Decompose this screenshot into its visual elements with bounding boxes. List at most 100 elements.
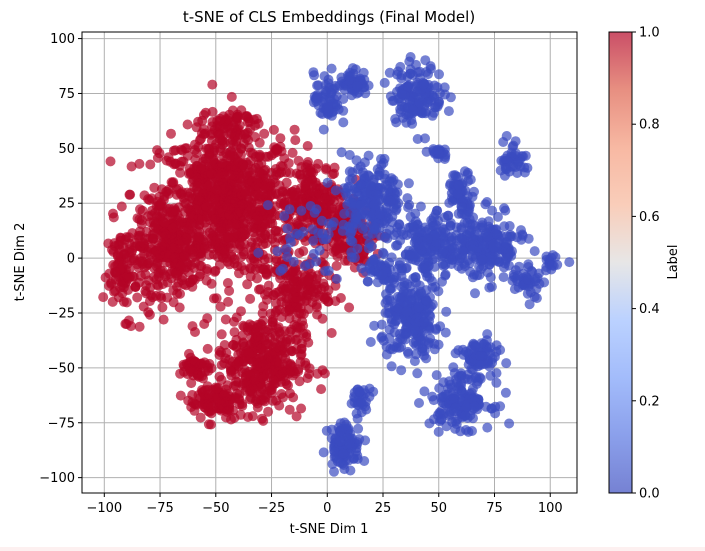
scatter-point — [316, 215, 327, 226]
scatter-point — [395, 61, 406, 72]
scatter-point — [467, 219, 478, 230]
scatter-point — [288, 256, 299, 267]
scatter-point — [433, 339, 444, 350]
scatter-point — [239, 322, 250, 332]
scatter-point — [166, 128, 176, 139]
scatter-point — [351, 155, 362, 166]
scatter-point — [186, 217, 197, 228]
scatter-point — [188, 246, 199, 257]
scatter-point — [325, 88, 336, 99]
scatter-point — [412, 134, 423, 144]
scatter-point — [429, 92, 440, 103]
scatter-point — [295, 169, 306, 180]
x-tick-label: 75 — [486, 501, 503, 516]
scatter-point — [470, 288, 480, 299]
scatter-point — [148, 234, 159, 245]
scatter-point — [470, 341, 481, 351]
scatter-point — [250, 162, 261, 173]
scatter-point — [321, 163, 332, 174]
scatter-point — [156, 241, 167, 252]
scatter-point — [135, 204, 145, 215]
scatter-point — [228, 231, 239, 242]
scatter-point — [294, 376, 305, 387]
scatter-point — [323, 78, 334, 89]
scatter-point — [185, 206, 196, 216]
scatter-point — [304, 369, 315, 380]
scatter-point — [467, 244, 478, 255]
scatter-point — [233, 156, 244, 167]
scatter-point — [345, 208, 356, 218]
y-tick-label: 0 — [67, 252, 75, 267]
scatter-point — [218, 244, 229, 255]
scatter-point — [482, 358, 493, 369]
scatter-point — [498, 272, 509, 283]
scatter-point — [277, 263, 288, 274]
scatter-point — [233, 393, 244, 404]
scatter-point — [418, 79, 429, 90]
scatter-point — [186, 167, 197, 178]
scatter-point — [378, 249, 389, 259]
scatter-point — [139, 248, 150, 259]
scatter-point — [385, 344, 396, 354]
y-axis-label: t-SNE Dim 2 — [13, 223, 28, 302]
scatter-point — [259, 128, 270, 139]
scatter-point — [334, 426, 345, 437]
scatter-point — [275, 161, 286, 171]
scatter-point — [564, 257, 575, 268]
scatter-point — [130, 281, 141, 292]
scatter-point — [395, 107, 406, 118]
scatter-point — [389, 327, 400, 338]
scatter-point — [355, 200, 366, 211]
scatter-point — [410, 325, 421, 336]
scatter-point — [258, 239, 269, 250]
scatter-point — [220, 314, 231, 325]
scatter-point — [126, 321, 136, 332]
scatter-point — [453, 180, 464, 191]
scatter-point — [199, 243, 210, 254]
scatter-point — [363, 150, 374, 161]
scatter-point — [500, 205, 511, 216]
scatter-point — [217, 158, 227, 169]
scatter-point — [455, 253, 465, 264]
scatter-point — [296, 344, 307, 354]
scatter-point — [330, 185, 341, 196]
scatter-point — [167, 222, 178, 233]
scatter-point — [279, 153, 290, 164]
scatter-point — [293, 364, 304, 375]
scatter-point — [284, 284, 295, 294]
scatter-point — [222, 278, 233, 288]
scatter-point — [245, 293, 256, 304]
scatter-point — [368, 386, 379, 397]
scatter-point — [519, 167, 530, 178]
x-tick-label: −25 — [258, 501, 285, 516]
y-tick-label: −50 — [48, 361, 75, 376]
scatter-point — [229, 170, 240, 181]
scatter-point — [510, 265, 521, 276]
scatter-point — [143, 194, 154, 205]
scatter-point — [289, 124, 300, 135]
scatter-point — [547, 260, 557, 271]
scatter-point — [205, 205, 216, 216]
scatter-point — [401, 306, 412, 317]
scatter-point — [450, 402, 461, 413]
scatter-point — [234, 268, 244, 279]
scatter-point — [267, 316, 278, 327]
scatter-point — [254, 182, 264, 193]
scatter-point — [162, 206, 173, 217]
scatter-point — [294, 230, 305, 241]
scatter-point — [201, 399, 212, 410]
scatter-point — [450, 170, 460, 181]
scatter-point — [394, 292, 405, 303]
scatter-point — [405, 68, 416, 79]
scatter-point — [390, 114, 401, 124]
scatter-point — [245, 147, 256, 158]
scatter-point — [311, 204, 322, 215]
scatter-point — [436, 414, 447, 425]
scatter-point — [468, 413, 478, 424]
scatter-point — [344, 439, 355, 450]
scatter-point — [360, 88, 371, 99]
scatter-point — [266, 213, 277, 224]
scatter-point — [260, 359, 271, 370]
scatter-point — [274, 360, 285, 371]
scatter-point — [294, 308, 305, 319]
